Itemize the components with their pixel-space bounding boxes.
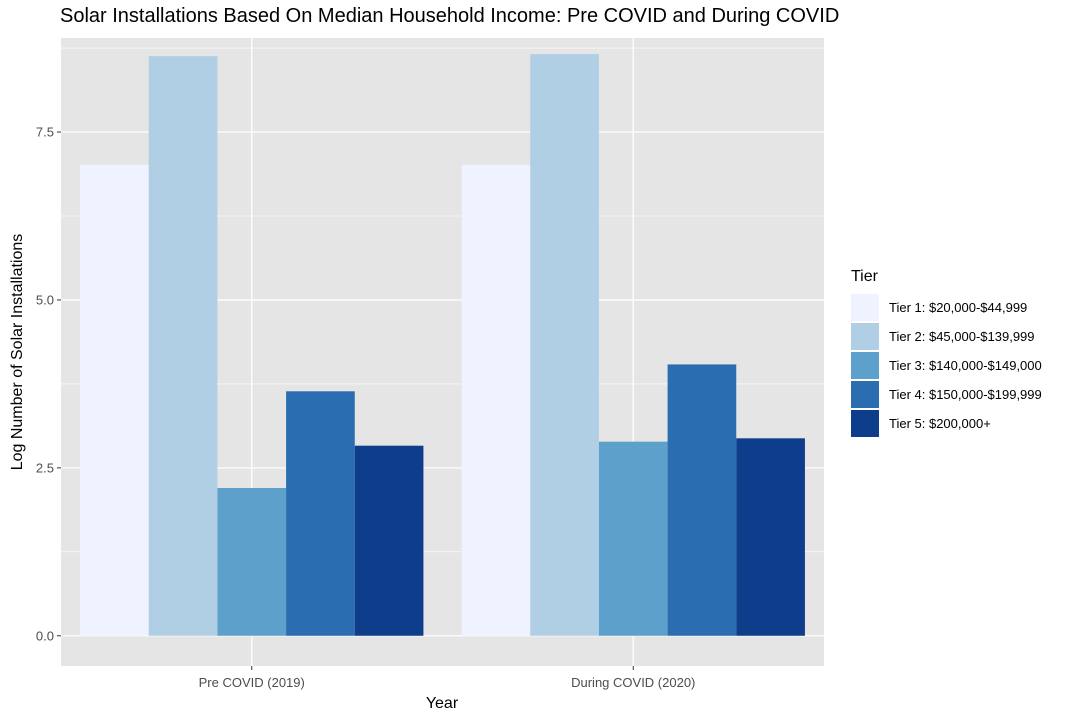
legend: Tier Tier 1: $20,000-$44,999 Tier 2: $45,…	[851, 266, 1071, 438]
y-tick-label: 0.0	[36, 628, 54, 643]
bar	[217, 488, 287, 636]
bars	[80, 54, 805, 636]
legend-swatch	[851, 323, 879, 350]
bar	[80, 164, 149, 636]
legend-swatch	[851, 352, 879, 379]
x-axis: Pre COVID (2019) During COVID (2020)	[199, 666, 695, 690]
legend-item: Tier 1: $20,000-$44,999	[851, 293, 1071, 322]
legend-swatch	[851, 410, 879, 437]
chart-title: Solar Installations Based On Median Hous…	[60, 5, 840, 27]
legend-swatch	[851, 294, 879, 321]
legend-label: Tier 5: $200,000+	[889, 416, 991, 431]
bar	[530, 54, 599, 636]
y-tick-label: 7.5	[36, 125, 54, 140]
bar	[598, 441, 668, 636]
legend-items: Tier 1: $20,000-$44,999 Tier 2: $45,000-$…	[851, 293, 1071, 438]
bar	[286, 391, 355, 636]
y-axis: 0.0 2.5 5.0 7.5	[36, 125, 61, 643]
bar	[148, 56, 218, 636]
y-tick-label: 5.0	[36, 292, 54, 307]
legend-item: Tier 4: $150,000-$199,999	[851, 380, 1071, 409]
legend-item: Tier 2: $45,000-$139,999	[851, 322, 1071, 351]
legend-item: Tier 3: $140,000-$149,000	[851, 351, 1071, 380]
legend-swatch	[851, 381, 879, 408]
legend-label: Tier 3: $140,000-$149,000	[889, 358, 1042, 373]
y-tick-label: 2.5	[36, 460, 54, 475]
legend-title: Tier	[851, 268, 878, 285]
bar	[736, 438, 805, 636]
bar	[461, 164, 531, 636]
legend-label: Tier 1: $20,000-$44,999	[889, 300, 1028, 315]
bar	[667, 364, 737, 636]
legend-label: Tier 2: $45,000-$139,999	[889, 329, 1035, 344]
legend-item: Tier 5: $200,000+	[851, 409, 1071, 438]
x-tick-label: During COVID (2020)	[571, 675, 695, 690]
legend-label: Tier 4: $150,000-$199,999	[889, 387, 1042, 402]
x-axis-label: Year	[426, 695, 459, 712]
x-tick-label: Pre COVID (2019)	[199, 675, 305, 690]
bar	[354, 445, 424, 636]
y-axis-label: Log Number of Solar Installations	[9, 234, 26, 471]
